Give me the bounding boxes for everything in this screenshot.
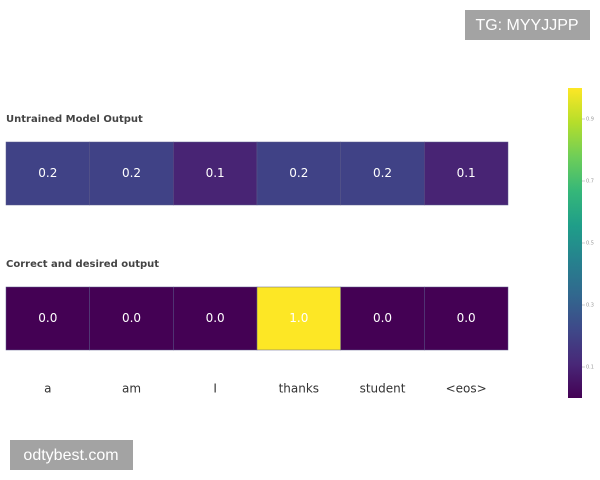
cell-label: 0.1 (457, 166, 476, 180)
heatmap-cell (89, 286, 174, 351)
cell-label: 0.0 (122, 311, 141, 325)
heatmap-cell (5, 141, 90, 206)
heatmap-cell (5, 286, 90, 351)
colorbar-tick-label: 0.5 (586, 241, 594, 247)
x-tick-label: I (213, 382, 217, 396)
heatmap-cell (424, 286, 509, 351)
cell-label: 0.2 (289, 166, 308, 180)
cell-label: 0.2 (38, 166, 57, 180)
watermark: TG: MYYJJPP (475, 17, 578, 34)
cell-label: 0.0 (38, 311, 57, 325)
colorbar-tick-label: 0.7 (586, 179, 594, 185)
heatmap-cell (340, 286, 425, 351)
x-tick-label: <eos> (446, 382, 487, 396)
x-tick-label: a (44, 382, 51, 396)
x-tick-label: student (360, 382, 406, 396)
cell-label: 0.2 (373, 166, 392, 180)
watermark-box (10, 440, 133, 470)
cell-label: 0.0 (206, 311, 225, 325)
cell-label: 0.1 (206, 166, 225, 180)
row-title: Untrained Model Output (6, 114, 143, 125)
heatmap-cell (173, 141, 258, 206)
row-title: Correct and desired output (6, 259, 159, 270)
colorbar-tick-label: 0.9 (586, 117, 594, 123)
watermark: odtybest.com (23, 447, 118, 464)
cell-label: 0.0 (457, 311, 476, 325)
heatmap-cell (340, 141, 425, 206)
colorbar-tick-label: 0.3 (586, 303, 594, 309)
cell-label: 1.0 (289, 311, 308, 325)
colorbar (568, 88, 582, 398)
colorbar-tick-label: 0.1 (586, 365, 594, 371)
x-tick-label: am (122, 382, 141, 396)
cell-label: 0.0 (373, 311, 392, 325)
watermark-box (465, 10, 590, 40)
x-tick-label: thanks (279, 382, 319, 396)
heatmap-cell (173, 286, 258, 351)
heatmap-cell (256, 141, 341, 206)
heatmap-cell (424, 141, 509, 206)
cell-label: 0.2 (122, 166, 141, 180)
heatmap-cell (256, 286, 341, 351)
